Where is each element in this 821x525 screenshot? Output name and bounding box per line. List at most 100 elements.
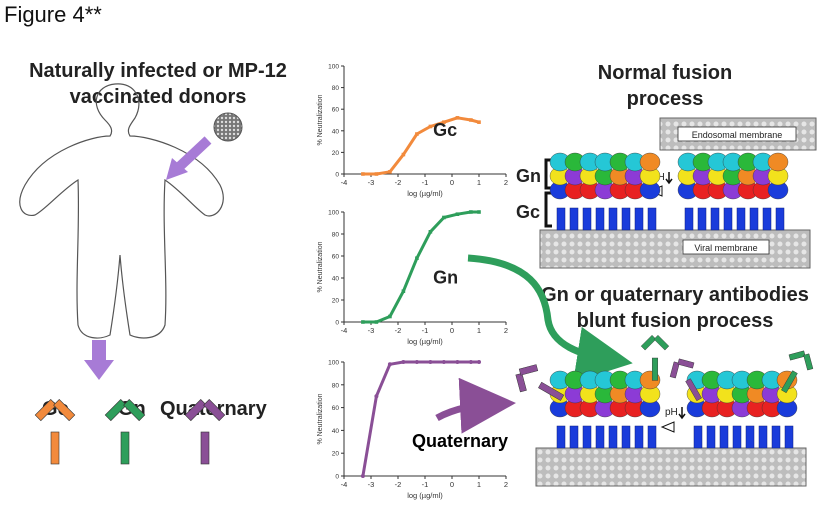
- data-point: [455, 360, 460, 364]
- y-tick-label: 0: [335, 320, 339, 327]
- y-tick-label: 60: [332, 254, 340, 261]
- bound-antibody-gn-left: [640, 334, 670, 381]
- antibody-production-arrow: [84, 340, 114, 380]
- viral-membrane-lower: [535, 447, 807, 487]
- data-point: [428, 360, 433, 364]
- data-point: [374, 320, 379, 324]
- data-point: [401, 360, 406, 364]
- chart-series-label: Gn: [433, 268, 458, 288]
- data-point: [401, 289, 406, 293]
- blunt-fusion-title: Gn or quaternary antibodies blunt fusion…: [541, 284, 809, 332]
- y-tick-label: 60: [332, 107, 340, 114]
- data-point: [469, 118, 473, 122]
- viral-membrane-label: Viral membrane: [694, 243, 757, 253]
- x-tick-label: 0: [450, 178, 454, 187]
- normal-fusion-scene: Endosomal membrane Viral membrane Gn Gc …: [516, 117, 817, 269]
- x-tick-label: -2: [395, 178, 402, 187]
- x-tick-label: 1: [477, 178, 481, 187]
- data-point: [361, 320, 365, 324]
- series-line: [362, 210, 479, 324]
- x-tick-label: 0: [450, 326, 454, 335]
- x-tick-label: -4: [341, 326, 348, 335]
- bound-antibody-gn-right: [781, 350, 814, 394]
- viral-membrane: [539, 229, 811, 269]
- bound-antibody-quaternary-right: [669, 358, 702, 402]
- y-tick-label: 100: [328, 360, 339, 367]
- data-point: [477, 120, 481, 124]
- y-axis-label: % Neutralization: [317, 241, 324, 292]
- donor-figure: [19, 83, 224, 339]
- y-tick-label: 20: [332, 451, 340, 458]
- chart-2: 0 20 40 60 80 100 -4 -3 -2 -1 0 1 2 log (µg/ml) % Neut…: [317, 360, 508, 501]
- y-tick-label: 80: [332, 232, 340, 239]
- chart-0: 0 20 40 60 80 100 -4 -3 -2 -1 0 1 2 log (µg/ml) % Neut…: [317, 64, 508, 199]
- y-tick-label: 60: [332, 405, 340, 412]
- data-point: [415, 256, 419, 260]
- quaternary-effect-label: Quaternary: [412, 431, 508, 451]
- normal-fusion-title: Normal fusion process: [597, 62, 733, 110]
- data-point: [387, 362, 392, 367]
- x-tick-label: 1: [477, 480, 481, 489]
- antibody-quaternary-icon: [184, 399, 226, 465]
- data-point: [388, 170, 392, 174]
- x-tick-label: 0: [450, 480, 454, 489]
- x-tick-label: 2: [504, 178, 508, 187]
- series-line: [361, 360, 479, 477]
- x-tick-label: -1: [422, 326, 429, 335]
- y-tick-label: 40: [332, 428, 340, 435]
- data-point: [401, 152, 406, 157]
- virus-particle-icon: [213, 112, 243, 142]
- antibody-gn-icon: [104, 399, 146, 465]
- antibody-gc-icon: [34, 399, 76, 465]
- x-axis-label: log (µg/ml): [407, 337, 443, 346]
- glycoprotein-complex-blunt-right: [686, 370, 798, 449]
- quaternary-effect-arrow: [435, 377, 516, 434]
- glycoprotein-complex-left: [549, 152, 661, 231]
- donor-title: Naturally infected or MP-12 vaccinated d…: [29, 60, 287, 108]
- bound-antibody-quaternary-left: [515, 364, 565, 401]
- y-tick-label: 80: [332, 382, 340, 389]
- y-tick-label: 0: [335, 474, 339, 481]
- data-point: [442, 120, 446, 124]
- gc-bracket-label: Gc: [516, 202, 540, 222]
- x-tick-label: -4: [341, 480, 348, 489]
- data-point: [374, 394, 379, 399]
- glycoprotein-complex-right: [677, 152, 789, 231]
- data-point: [414, 360, 419, 364]
- y-tick-label: 80: [332, 85, 340, 92]
- x-tick-label: -1: [422, 480, 429, 489]
- x-tick-label: -3: [368, 178, 375, 187]
- infection-arrow: [166, 136, 212, 180]
- data-point: [388, 314, 392, 319]
- data-point: [428, 124, 433, 129]
- x-tick-label: 2: [504, 480, 508, 489]
- blunt-fusion-scene: pH: [515, 334, 814, 487]
- x-tick-label: 2: [504, 326, 508, 335]
- x-axis-label: log (µg/ml): [407, 189, 443, 198]
- y-tick-label: 100: [328, 64, 339, 71]
- x-tick-label: -3: [368, 326, 375, 335]
- x-tick-label: -2: [395, 326, 402, 335]
- data-point: [374, 172, 379, 176]
- data-point: [469, 210, 473, 214]
- gn-bracket-label: Gn: [516, 166, 541, 186]
- y-tick-label: 20: [332, 298, 340, 305]
- figure-title: Figure 4**: [4, 2, 102, 27]
- ph-label-blunt: pH: [665, 407, 678, 418]
- y-tick-label: 40: [332, 128, 340, 135]
- x-tick-label: -3: [368, 480, 375, 489]
- x-tick-label: -2: [395, 480, 402, 489]
- x-tick-label: -1: [422, 178, 429, 187]
- data-point: [360, 474, 365, 478]
- y-axis-label: % Neutralization: [317, 393, 324, 444]
- x-tick-label: -4: [341, 178, 348, 187]
- data-point: [455, 116, 460, 120]
- gn-effect-arrow: [467, 254, 633, 383]
- data-point: [441, 360, 446, 364]
- data-point: [468, 360, 473, 364]
- y-tick-label: 40: [332, 276, 340, 283]
- y-tick-label: 0: [335, 172, 339, 179]
- chart-series-label: Gc: [433, 120, 457, 140]
- data-point: [361, 172, 365, 176]
